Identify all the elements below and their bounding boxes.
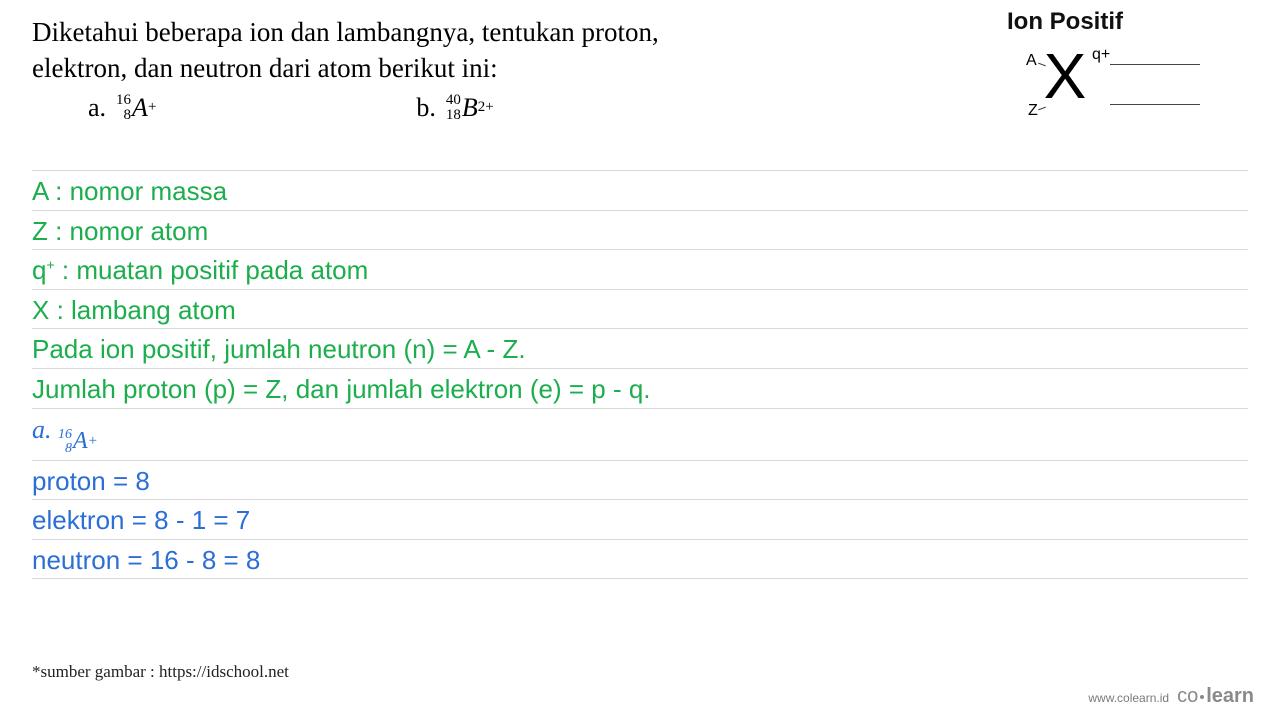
answer-row: neutron = 16 - 8 = 8 xyxy=(32,540,1248,580)
ion-label-a: A xyxy=(1026,52,1037,70)
option-a-nuclide: 16 8 A + xyxy=(116,93,156,123)
option-a-label: a. xyxy=(88,93,106,123)
ion-label-q: q+ xyxy=(1092,46,1110,64)
pointer-line xyxy=(1110,104,1200,105)
option-b-charge: 2+ xyxy=(478,99,494,116)
option-b-nuclide: 40 18 B 2+ xyxy=(446,93,494,123)
ion-diagram-body: A Z X q+ xyxy=(920,44,1210,134)
part-a-label: a. xyxy=(32,415,58,444)
answer-row: Pada ion positif, jumlah neutron (n) = A… xyxy=(32,329,1248,369)
ion-positive-diagram: Ion Positif A Z X q+ xyxy=(920,8,1210,134)
answer-q-sup: + xyxy=(46,257,54,273)
option-a-charge: + xyxy=(148,99,156,116)
brand-url: www.colearn.id xyxy=(1088,691,1169,705)
brand-footer: www.colearn.id colearn xyxy=(1088,685,1254,708)
dot-icon xyxy=(1200,695,1204,699)
image-credit: *sumber gambar : https://idschool.net xyxy=(32,662,289,682)
brand-logo-co: co xyxy=(1177,685,1198,707)
brand-logo: colearn xyxy=(1177,685,1254,708)
answer-q-text: : muatan positif pada atom xyxy=(55,255,369,285)
option-a-mass: 16 xyxy=(116,93,131,108)
ion-title: Ion Positif xyxy=(920,8,1210,36)
answer-row: q+ : muatan positif pada atom xyxy=(32,250,1248,290)
brand-logo-learn: learn xyxy=(1206,685,1254,707)
ion-label-x: X xyxy=(1044,44,1087,108)
part-a-charge: + xyxy=(88,433,98,450)
option-b-atomic: 18 xyxy=(446,108,461,123)
answer-row-part-a: a. 16 8 A + xyxy=(32,409,1248,461)
question-line-2: elektron, dan neutron dari atom berikut … xyxy=(32,50,852,86)
question-block: Diketahui beberapa ion dan lambangnya, t… xyxy=(32,14,852,123)
option-a-atomic: 8 xyxy=(124,108,132,123)
answer-row: A : nomor massa xyxy=(32,170,1248,211)
option-a: a. 16 8 A + xyxy=(88,93,156,123)
pointer-line xyxy=(1110,64,1200,65)
option-b-mass: 40 xyxy=(446,93,461,108)
answer-row: elektron = 8 - 1 = 7 xyxy=(32,500,1248,540)
ion-label-z: Z xyxy=(1028,102,1038,120)
answer-row: X : lambang atom xyxy=(32,290,1248,330)
part-a-mass: 16 xyxy=(58,428,72,442)
answer-row: Z : nomor atom xyxy=(32,211,1248,251)
answer-row: proton = 8 xyxy=(32,461,1248,501)
answer-row: Jumlah proton (p) = Z, dan jumlah elektr… xyxy=(32,369,1248,409)
answer-lines: A : nomor massa Z : nomor atom q+ : muat… xyxy=(0,170,1280,579)
question-options: a. 16 8 A + b. 40 18 B 2+ xyxy=(32,93,852,123)
option-b-label: b. xyxy=(416,93,436,123)
answer-q-symbol: q xyxy=(32,255,46,285)
option-b-element: B xyxy=(462,93,478,123)
part-a-element: A xyxy=(73,428,88,454)
part-a-atomic: 8 xyxy=(65,442,72,456)
question-line-1: Diketahui beberapa ion dan lambangnya, t… xyxy=(32,14,852,50)
option-b: b. 40 18 B 2+ xyxy=(416,93,493,123)
option-a-element: A xyxy=(132,93,148,123)
part-a-nuclide: 16 8 A + xyxy=(58,428,98,456)
